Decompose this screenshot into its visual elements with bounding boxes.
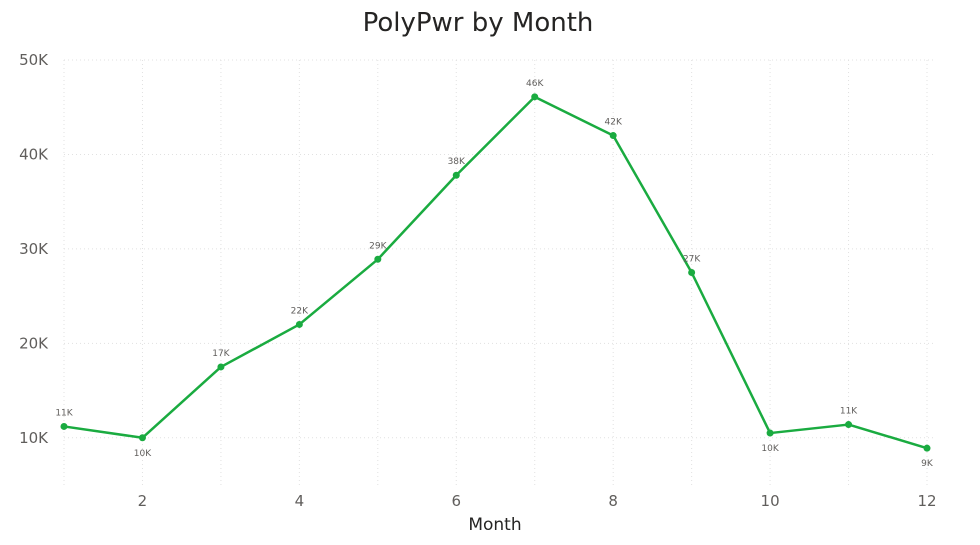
y-tick-label: 50K	[19, 51, 49, 69]
data-label: 29K	[369, 241, 387, 251]
data-point[interactable]	[138, 434, 146, 442]
data-label: 10K	[761, 444, 779, 454]
series-line	[63, 95, 928, 450]
data-point[interactable]	[217, 363, 225, 371]
data-point[interactable]	[845, 421, 853, 429]
data-point[interactable]	[452, 171, 460, 179]
x-tick-label: 8	[608, 492, 618, 510]
y-tick-label: 20K	[19, 334, 49, 352]
data-label: 27K	[683, 255, 701, 265]
data-label: 11K	[840, 407, 858, 417]
tick-layer: 10K 20K 30K 40K 50K 2 4 6 8 10 12	[19, 51, 936, 510]
data-label: 22K	[291, 306, 309, 316]
data-label-layer: 11K 10K 17K 22K 29K 38K 46K 42K 27K 10K 11K 9K	[55, 79, 934, 469]
y-tick-label: 30K	[19, 240, 49, 258]
data-label: 9K	[921, 459, 934, 469]
chart-title: PolyPwr by Month	[362, 8, 594, 38]
data-point[interactable]	[531, 93, 539, 101]
data-label: 42K	[605, 118, 623, 128]
data-point[interactable]	[923, 444, 931, 452]
series-layer	[60, 93, 931, 452]
x-tick-label: 12	[917, 492, 936, 510]
data-label: 46K	[526, 79, 544, 89]
data-point[interactable]	[766, 429, 774, 437]
x-tick-label: 2	[138, 492, 148, 510]
y-tick-label: 40K	[19, 145, 49, 163]
grid-layer	[63, 59, 933, 485]
data-label: 17K	[212, 349, 230, 359]
data-label: 11K	[55, 408, 73, 418]
data-point[interactable]	[60, 422, 68, 430]
data-point[interactable]	[609, 132, 617, 140]
data-label: 38K	[448, 157, 466, 167]
data-point[interactable]	[688, 269, 696, 276]
data-point[interactable]	[374, 255, 382, 263]
x-axis-title: Month	[468, 515, 521, 535]
data-point[interactable]	[295, 320, 303, 328]
y-tick-label: 10K	[19, 429, 49, 447]
x-tick-label: 10	[761, 492, 780, 510]
x-tick-label: 4	[295, 492, 305, 510]
data-label: 10K	[134, 449, 152, 459]
x-tick-label: 6	[451, 492, 461, 510]
